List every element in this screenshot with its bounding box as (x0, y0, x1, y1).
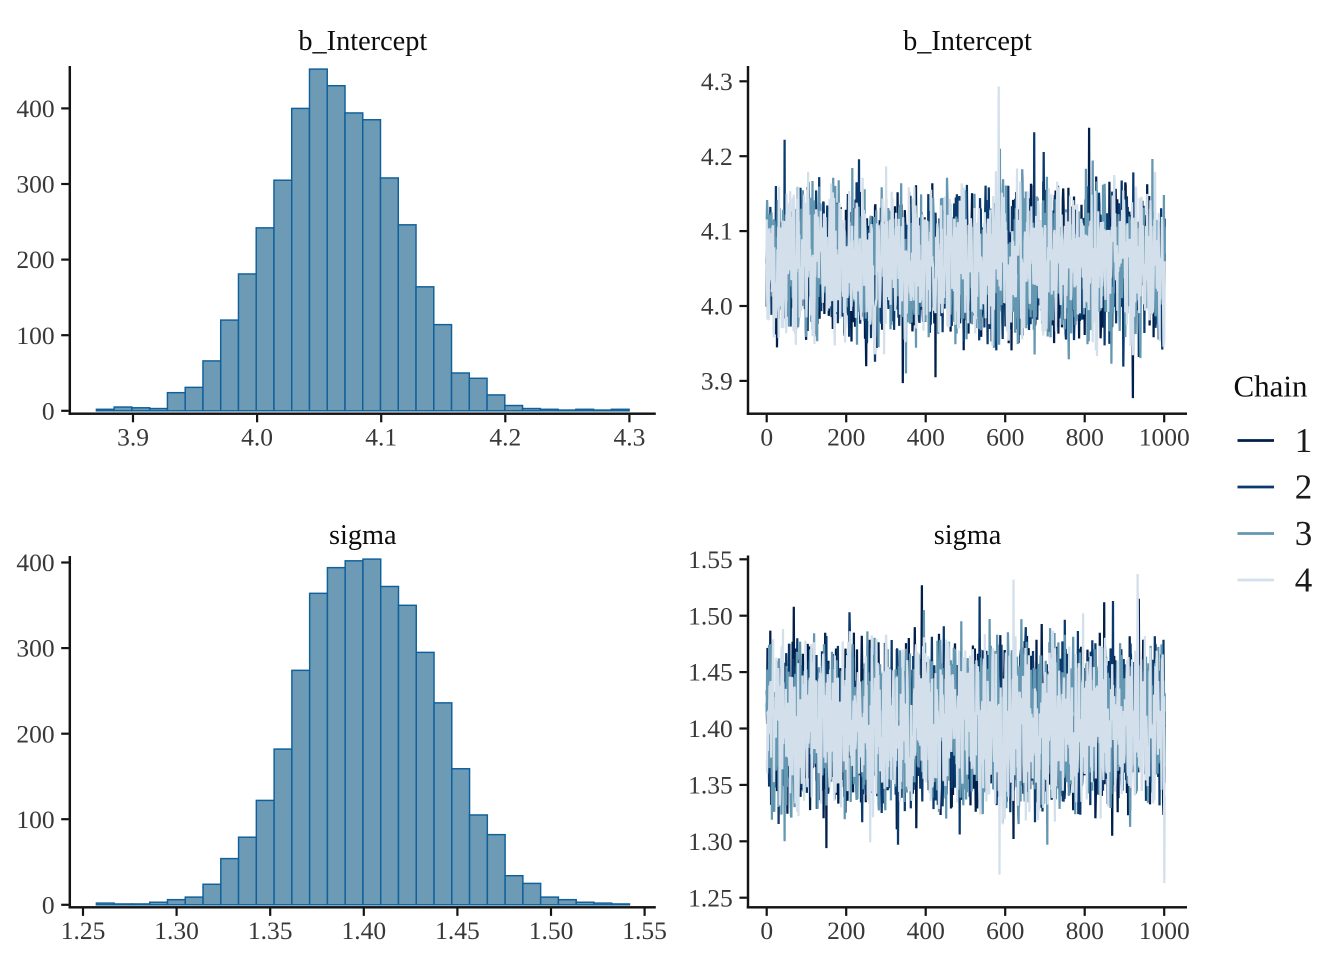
svg-text:200: 200 (827, 422, 865, 451)
svg-text:300: 300 (16, 634, 54, 663)
svg-text:1000: 1000 (1139, 916, 1190, 945)
svg-text:Chain: Chain (1233, 368, 1308, 403)
svg-text:1.25: 1.25 (688, 883, 733, 912)
svg-text:200: 200 (16, 719, 54, 748)
svg-text:400: 400 (16, 548, 54, 577)
svg-text:4.2: 4.2 (701, 142, 733, 171)
svg-text:3: 3 (1295, 514, 1313, 553)
svg-text:sigma: sigma (329, 520, 397, 551)
svg-text:4.0: 4.0 (701, 292, 733, 321)
svg-text:1.45: 1.45 (435, 916, 480, 945)
svg-text:800: 800 (1066, 422, 1104, 451)
svg-text:1.25: 1.25 (61, 916, 106, 945)
svg-text:0: 0 (760, 916, 773, 945)
svg-text:1.40: 1.40 (688, 714, 733, 743)
svg-text:1: 1 (1295, 421, 1313, 460)
svg-text:0: 0 (760, 422, 773, 451)
svg-text:4.0: 4.0 (241, 422, 273, 451)
svg-text:1.30: 1.30 (688, 827, 733, 856)
svg-text:4.2: 4.2 (489, 422, 521, 451)
svg-text:100: 100 (16, 321, 54, 350)
svg-text:sigma: sigma (934, 520, 1002, 551)
svg-text:200: 200 (827, 916, 865, 945)
svg-text:1.50: 1.50 (688, 601, 733, 630)
svg-text:2: 2 (1295, 468, 1313, 507)
svg-text:1.30: 1.30 (154, 916, 199, 945)
svg-text:1.35: 1.35 (688, 771, 733, 800)
svg-text:100: 100 (16, 805, 54, 834)
svg-text:b_Intercept: b_Intercept (903, 26, 1032, 57)
svg-text:400: 400 (907, 422, 945, 451)
svg-text:1000: 1000 (1139, 422, 1190, 451)
svg-text:b_Intercept: b_Intercept (298, 26, 427, 57)
svg-text:1.55: 1.55 (622, 916, 667, 945)
svg-text:4: 4 (1295, 561, 1313, 600)
svg-text:1.35: 1.35 (248, 916, 293, 945)
svg-text:0: 0 (42, 890, 55, 919)
svg-text:4.3: 4.3 (701, 67, 733, 96)
svg-text:4.1: 4.1 (365, 422, 397, 451)
svg-text:4.1: 4.1 (701, 217, 733, 246)
svg-text:3.9: 3.9 (117, 422, 149, 451)
svg-text:1.55: 1.55 (688, 545, 733, 574)
svg-text:1.45: 1.45 (688, 658, 733, 687)
svg-text:600: 600 (986, 916, 1024, 945)
svg-text:1.50: 1.50 (529, 916, 574, 945)
svg-text:0: 0 (42, 396, 55, 425)
svg-text:400: 400 (16, 94, 54, 123)
svg-text:600: 600 (986, 422, 1024, 451)
svg-text:3.9: 3.9 (701, 367, 733, 396)
svg-text:4.3: 4.3 (613, 422, 645, 451)
svg-text:1.40: 1.40 (341, 916, 386, 945)
svg-text:800: 800 (1066, 916, 1104, 945)
svg-text:200: 200 (16, 245, 54, 274)
svg-text:400: 400 (907, 916, 945, 945)
svg-text:300: 300 (16, 170, 54, 199)
